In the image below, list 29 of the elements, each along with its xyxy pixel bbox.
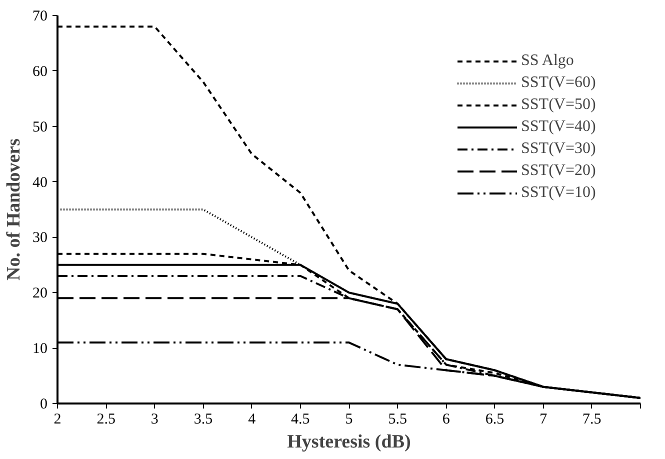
y-tick-label: 10 (32, 341, 48, 358)
legend-label: SST(V=50) (521, 96, 597, 114)
y-tick-label: 0 (40, 396, 48, 412)
x-tick-label: 2.5 (96, 412, 116, 428)
legend-label: SS Algo (521, 52, 575, 70)
x-axis-title: Hysteresis (dB) (287, 432, 411, 452)
y-axis-title: No. of Handovers (4, 138, 24, 280)
x-tick-label: 6 (442, 412, 450, 428)
legend-label: SST(V=20) (521, 162, 597, 180)
x-tick-label: 3.5 (194, 412, 213, 428)
y-tick-label: 40 (32, 174, 48, 191)
x-tick-label: 6.5 (485, 412, 504, 428)
legend-label: SST(V=10) (521, 184, 597, 202)
legend-label: SST(V=60) (521, 74, 597, 92)
y-tick-label: 50 (32, 119, 48, 136)
x-tick-label: 7.5 (582, 412, 602, 428)
x-tick-label: 3 (150, 412, 158, 428)
x-tick-label: 5.5 (388, 412, 407, 428)
x-tick-label: 4.5 (291, 412, 310, 428)
y-tick-label: 70 (32, 8, 48, 24)
y-tick-label: 30 (32, 230, 48, 246)
legend-label: SST(V=30) (521, 140, 597, 158)
y-tick-label: 20 (32, 286, 48, 302)
x-tick-label: 7 (540, 412, 548, 428)
x-tick-label: 4 (248, 412, 256, 428)
x-tick-label: 5 (345, 412, 353, 428)
legend-label: SST(V=40) (521, 118, 597, 136)
y-tick-label: 60 (32, 64, 48, 80)
x-tick-label: 2 (54, 412, 62, 428)
